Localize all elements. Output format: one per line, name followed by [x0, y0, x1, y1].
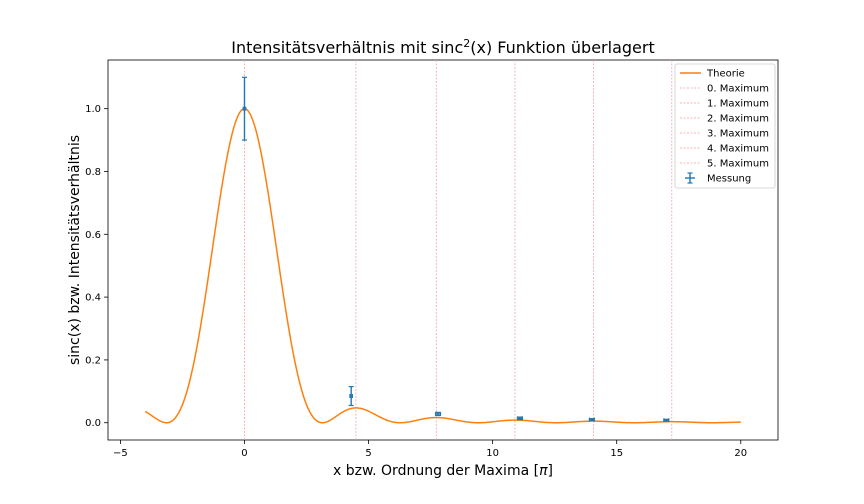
x-tick-label-2: 5 — [365, 448, 371, 459]
x-tick-label-0: −5 — [113, 448, 128, 459]
legend: Theorie 0. Maximum 1. Maximum 2. Maximum 3. … — [674, 63, 776, 189]
legend-label-7: Messung — [707, 174, 751, 185]
x-tick-label-1: 0 — [241, 448, 247, 459]
measurement-point-0 — [241, 76, 247, 141]
legend-label-5: 4. Maximum — [707, 144, 769, 155]
legend-label-6: 5. Maximum — [707, 159, 769, 170]
y-tick-label-5: 1.0 — [85, 104, 101, 115]
measurement-point-2 — [434, 411, 442, 417]
legend-entry-6: 5. Maximum — [680, 159, 769, 170]
legend-entry-3: 2. Maximum — [680, 114, 769, 125]
legend-entry-4: 3. Maximum — [680, 129, 769, 140]
measurement-point-3 — [516, 416, 524, 421]
legend-entry-7: Messung — [685, 172, 751, 185]
x-axis-ticks: −5 0 5 10 15 20 — [113, 440, 747, 459]
legend-items: Theorie 0. Maximum 1. Maximum 2. Maximum 3. … — [680, 69, 769, 185]
legend-label-1: 0. Maximum — [707, 84, 769, 95]
legend-label-3: 2. Maximum — [707, 114, 769, 125]
legend-box — [674, 63, 776, 189]
plot-area — [107, 59, 779, 441]
measurement-points — [241, 76, 670, 423]
chart-title: Intensitätsverhältnis mit sinc2(x) Funkt… — [231, 37, 654, 58]
y-axis-label: sinc(x) bzw. Intensitätsverhältnis — [67, 135, 83, 365]
legend-entry-5: 4. Maximum — [680, 144, 769, 155]
title-superscript: 2 — [463, 37, 470, 50]
y-tick-label-3: 0.6 — [85, 230, 101, 241]
legend-label-2: 1. Maximum — [707, 99, 769, 110]
legend-entry-2: 1. Maximum — [680, 99, 769, 110]
x-tick-label-4: 15 — [610, 448, 623, 459]
x-tick-label-3: 10 — [486, 448, 499, 459]
y-tick-label-0: 0.0 — [85, 418, 101, 429]
measurement-point-1 — [348, 386, 354, 407]
legend-label-0: Theorie — [706, 69, 745, 80]
measurement-point-4 — [588, 417, 595, 422]
y-axis-ticks: 0.0 0.2 0.4 0.6 0.8 1.0 — [85, 104, 108, 429]
y-tick-label-1: 0.2 — [85, 355, 101, 366]
legend-entry-1: 0. Maximum — [680, 84, 769, 95]
x-axis-label: x bzw. Ordnung der Maxima [π] — [333, 463, 553, 479]
legend-entry-0: Theorie — [680, 69, 745, 80]
measurement-point-5 — [663, 418, 670, 423]
x-tick-label-5: 20 — [734, 448, 747, 459]
legend-label-4: 3. Maximum — [707, 129, 769, 140]
y-tick-label-4: 0.8 — [85, 167, 101, 178]
y-tick-label-2: 0.4 — [85, 293, 101, 304]
